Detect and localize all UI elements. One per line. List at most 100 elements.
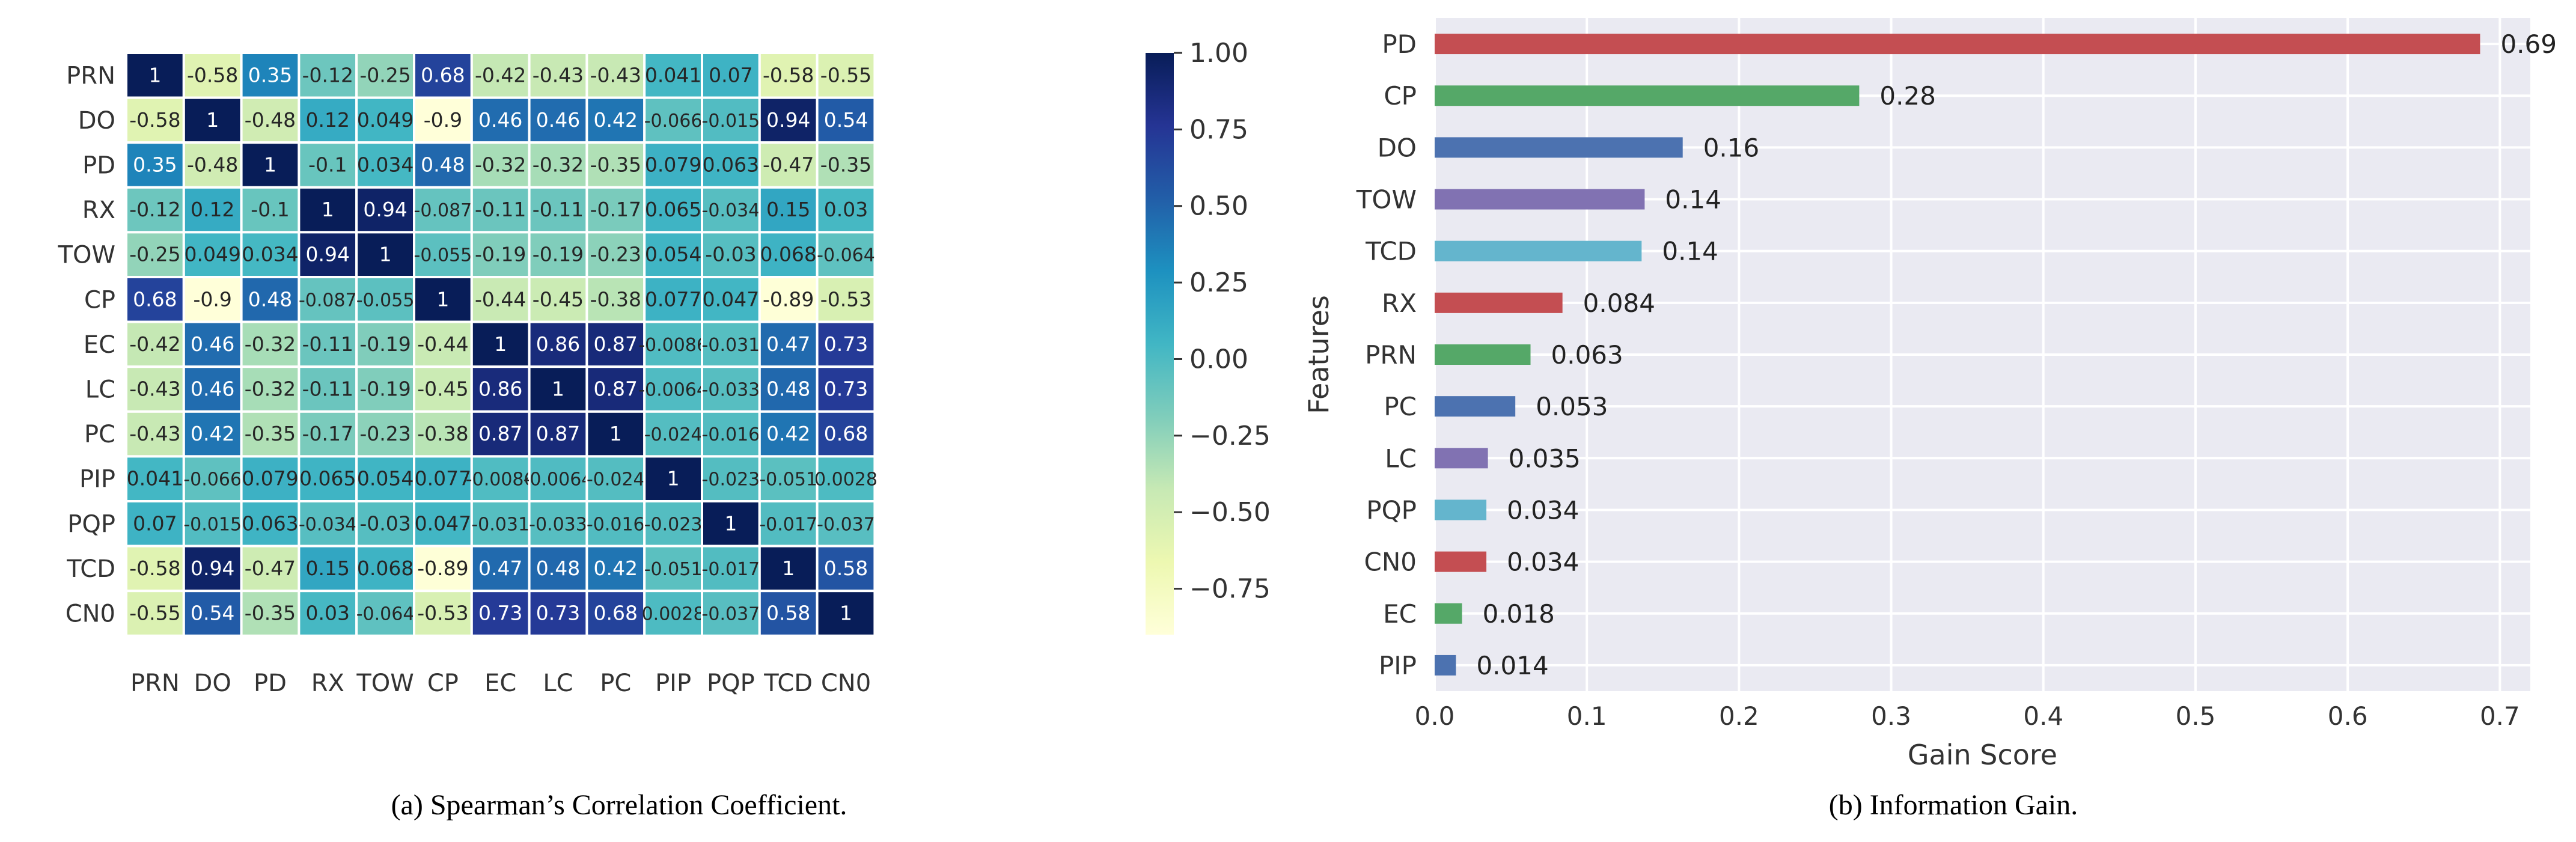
heatmap-cell-label: -0.1 (308, 153, 347, 177)
heatmap-cell-label: 0.054 (357, 467, 414, 490)
heatmap-cell-label: 0.46 (536, 108, 580, 132)
colorbar-tick-label: −0.25 (1189, 421, 1271, 451)
heatmap-cell-label: -0.024 (644, 424, 703, 445)
heatmap-row-label: TCD (66, 555, 115, 583)
heatmap-row-label: TOW (58, 242, 115, 269)
heatmap-col-label: CP (427, 670, 459, 697)
bar-do (1435, 137, 1683, 158)
y-tick-label: DO (1378, 133, 1417, 162)
colorbar-tick-label: 1.00 (1189, 38, 1248, 69)
heatmap-col-label: EC (484, 670, 516, 697)
heatmap-cell-label: 0.94 (191, 557, 234, 580)
heatmap-cell-label: -0.55 (129, 602, 180, 625)
heatmap-cell-3-6 (470, 186, 531, 234)
heatmap-cell-5-2 (240, 276, 301, 323)
y-tick-label: CN0 (1364, 548, 1417, 577)
caption-a: (a) Spearman’s Correlation Coefficient. (391, 789, 847, 821)
heatmap-cell-label: 0.73 (536, 602, 580, 625)
heatmap-cell-label: 0.03 (824, 198, 868, 221)
heatmap-cell-6-10 (701, 320, 761, 368)
heatmap-cell-label: -0.087 (414, 200, 472, 221)
heatmap-cell-label: -0.19 (359, 377, 411, 401)
heatmap-cell-label: -0.45 (417, 377, 468, 401)
heatmap-cell-label: 0.35 (248, 63, 292, 87)
heatmap-cell-label: 0.041 (127, 467, 183, 490)
bar-lc (1435, 448, 1488, 469)
heatmap-cell-label: -0.17 (302, 422, 353, 445)
heatmap-cell-label: -0.023 (702, 469, 760, 490)
heatmap-cell-label: -0.44 (417, 332, 468, 356)
y-tick-label: PRN (1365, 340, 1417, 370)
heatmap-cell-label: 0.15 (766, 198, 810, 221)
heatmap-cell-label: -0.47 (245, 557, 296, 580)
bar-tow (1435, 189, 1645, 210)
y-tick-label: PD (1382, 29, 1417, 59)
bar-pqp (1435, 499, 1487, 520)
x-tick-label: 0.0 (1415, 701, 1455, 731)
heatmap-cell-label: -0.19 (475, 243, 526, 266)
heatmap-cell-label: 0.077 (645, 287, 701, 311)
information-gain-chart: 0.0 0.1 0.2 0.3 0.4 0.5 0.6 0.7 0.69 PD 0.28 CP 0.16… (1302, 18, 2557, 771)
heatmap-col-label: RX (311, 670, 344, 697)
heatmap-cell-label: 1 (840, 602, 852, 625)
y-tick-label: PQP (1366, 495, 1417, 525)
heatmap-cell-4-8 (585, 231, 646, 278)
y-tick-label: TOW (1356, 185, 1417, 215)
heatmap-cell-10-12 (816, 500, 876, 548)
heatmap-cell-label: -0.17 (590, 198, 641, 221)
y-axis-title: Features (1302, 295, 1335, 414)
heatmap-cell-label: 1 (436, 287, 449, 311)
heatmap-cell-2-4 (355, 141, 416, 189)
colorbar-tick-label: 0.00 (1189, 344, 1248, 374)
heatmap-cell-6-0 (125, 320, 185, 368)
bar-value-label: 0.018 (1483, 599, 1555, 629)
bar-pip (1435, 654, 1456, 676)
heatmap-cell-5-11 (758, 276, 819, 323)
heatmap-cell-8-3 (298, 410, 358, 458)
bar-value-label: 0.14 (1662, 237, 1718, 266)
heatmap-col-label: DO (194, 670, 231, 697)
heatmap-cell-label: -0.055 (356, 290, 415, 311)
caption-b: (b) Information Gain. (1829, 789, 2078, 821)
heatmap-cell-label: -0.19 (533, 243, 584, 266)
heatmap-cell-label: 0.54 (191, 602, 234, 625)
heatmap-cell-label: 0.73 (478, 602, 522, 625)
heatmap-cell-9-7 (528, 455, 588, 503)
heatmap-cell-label: 0.049 (357, 108, 414, 132)
heatmap-col-label: TCD (763, 670, 813, 697)
heatmap-cell-label: 0.42 (766, 422, 810, 445)
bar-ec (1435, 603, 1462, 624)
heatmap-cell-label: 0.12 (191, 198, 234, 221)
heatmap-cell-0-7 (528, 52, 588, 99)
heatmap-cell-label: 0.068 (357, 557, 414, 580)
heatmap-cell-label: -0.58 (129, 557, 180, 580)
heatmap-cell-label: -0.064 (356, 604, 415, 625)
heatmap-cell-label: 0.58 (824, 557, 868, 580)
colorbar-tick-label: −0.75 (1189, 574, 1271, 605)
heatmap-cell-label: 0.94 (306, 243, 350, 266)
heatmap-cell-10-6 (470, 500, 531, 548)
heatmap-cell-5-1 (182, 276, 243, 323)
heatmap-cell-label: 0.063 (242, 511, 298, 535)
heatmap-cell-2-0 (125, 141, 185, 189)
heatmap-cell-label: 0.35 (133, 153, 177, 177)
heatmap-cell-5-7 (528, 276, 588, 323)
heatmap-cell-label: 0.0028 (814, 469, 877, 490)
bar-value-label: 0.034 (1507, 548, 1579, 577)
heatmap-cell-label: -0.015 (702, 111, 760, 132)
heatmap-cell-label: -0.031 (471, 514, 530, 535)
heatmap-cell-label: -0.023 (644, 514, 703, 535)
colorbar-tick-label: 0.25 (1189, 267, 1248, 298)
bar-value-label: 0.035 (1509, 444, 1581, 473)
heatmap-cell-4-6 (470, 231, 531, 278)
heatmap-cell-label: -0.55 (820, 63, 871, 87)
heatmap-cell-label: -0.12 (129, 198, 180, 221)
bar-value-label: 0.14 (1665, 185, 1721, 215)
heatmap-cell-label: 1 (724, 511, 737, 535)
heatmap-cell-label: -0.024 (587, 469, 645, 490)
bar-cn0 (1435, 551, 1487, 572)
x-tick-label: 0.7 (2480, 701, 2520, 731)
heatmap-cell-4-3 (298, 231, 358, 278)
heatmap-cell-1-5 (413, 96, 473, 144)
